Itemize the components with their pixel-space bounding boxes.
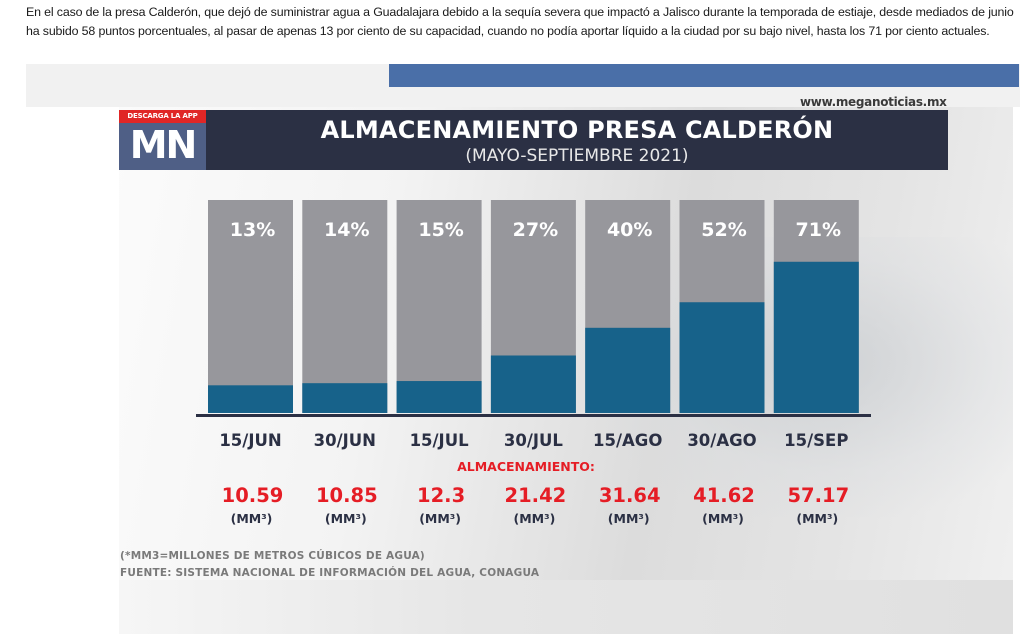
bar-fill-15-jun — [208, 385, 293, 413]
percent-label: 52% — [701, 219, 746, 241]
percent-label: 27% — [513, 219, 558, 241]
storage-value: 12.3 — [417, 484, 465, 507]
logo-banner: DESCARGA LA APP — [119, 110, 206, 123]
percent-label: 71% — [796, 219, 841, 241]
storage-unit: (MM³) — [796, 511, 838, 526]
bar-fill-15-sep — [773, 261, 859, 413]
bar-fill-30-ago — [679, 302, 765, 413]
bar-capacity-background — [208, 200, 293, 413]
footnote: (*MM3=MILLONES DE METROS CÚBICOS DE AGUA… — [120, 550, 425, 562]
bar-fill-30-jun — [302, 383, 388, 413]
source-note: FUENTE: SISTEMA NACIONAL DE INFORMACIÓN … — [120, 567, 540, 579]
article-paragraph: En el caso de la presa Calderón, que dej… — [26, 5, 1014, 38]
date-label: 30/AGO — [687, 431, 756, 450]
percent-label: 13% — [230, 219, 275, 241]
chart-title: ALMACENAMIENTO PRESA CALDERÓN — [320, 116, 834, 144]
date-label: 30/JUL — [504, 431, 564, 450]
chart-subtitle: (MAYO-SEPTIEMBRE 2021) — [465, 146, 689, 166]
storage-value: 10.85 — [316, 484, 378, 507]
chart-title-bar: ALMACENAMIENTO PRESA CALDERÓN (MAYO-SEPT… — [206, 110, 948, 170]
date-label: 15/SEP — [784, 431, 848, 450]
bar-capacity-background — [302, 200, 388, 413]
storage-value: 57.17 — [787, 484, 849, 507]
logo-text: MN — [129, 123, 198, 167]
meganoticias-logo: DESCARGA LA APP MN — [119, 110, 206, 170]
bar-capacity-background — [396, 200, 482, 413]
date-label: 30/JUN — [314, 431, 376, 450]
storage-value: 10.59 — [222, 484, 284, 507]
bar-fill-15-ago — [585, 327, 671, 413]
infographic-lower-band — [119, 580, 1013, 634]
percent-label: 15% — [418, 219, 463, 241]
storage-unit: (MM³) — [419, 511, 461, 526]
storage-unit: (MM³) — [608, 511, 650, 526]
storage-unit: (MM³) — [325, 511, 367, 526]
percent-label: 40% — [607, 219, 652, 241]
date-label: 15/JUN — [219, 431, 281, 450]
bar-fill-15-jul — [396, 381, 482, 413]
storage-unit: (MM³) — [702, 511, 744, 526]
storage-value: 41.62 — [693, 484, 755, 507]
date-label: 15/AGO — [593, 431, 662, 450]
x-axis-line — [196, 414, 871, 417]
date-label: 15/JUL — [410, 431, 470, 450]
storage-unit: (MM³) — [514, 511, 556, 526]
ad-bar — [389, 64, 1019, 87]
storage-value: 21.42 — [505, 484, 567, 507]
percent-label: 14% — [324, 219, 369, 241]
storage-unit: (MM³) — [231, 511, 273, 526]
storage-value: 31.64 — [599, 484, 661, 507]
website-url: www.meganoticias.mx — [800, 95, 947, 109]
bar-fill-30-jul — [490, 355, 576, 413]
storage-heading: ALMACENAMIENTO: — [457, 459, 595, 474]
